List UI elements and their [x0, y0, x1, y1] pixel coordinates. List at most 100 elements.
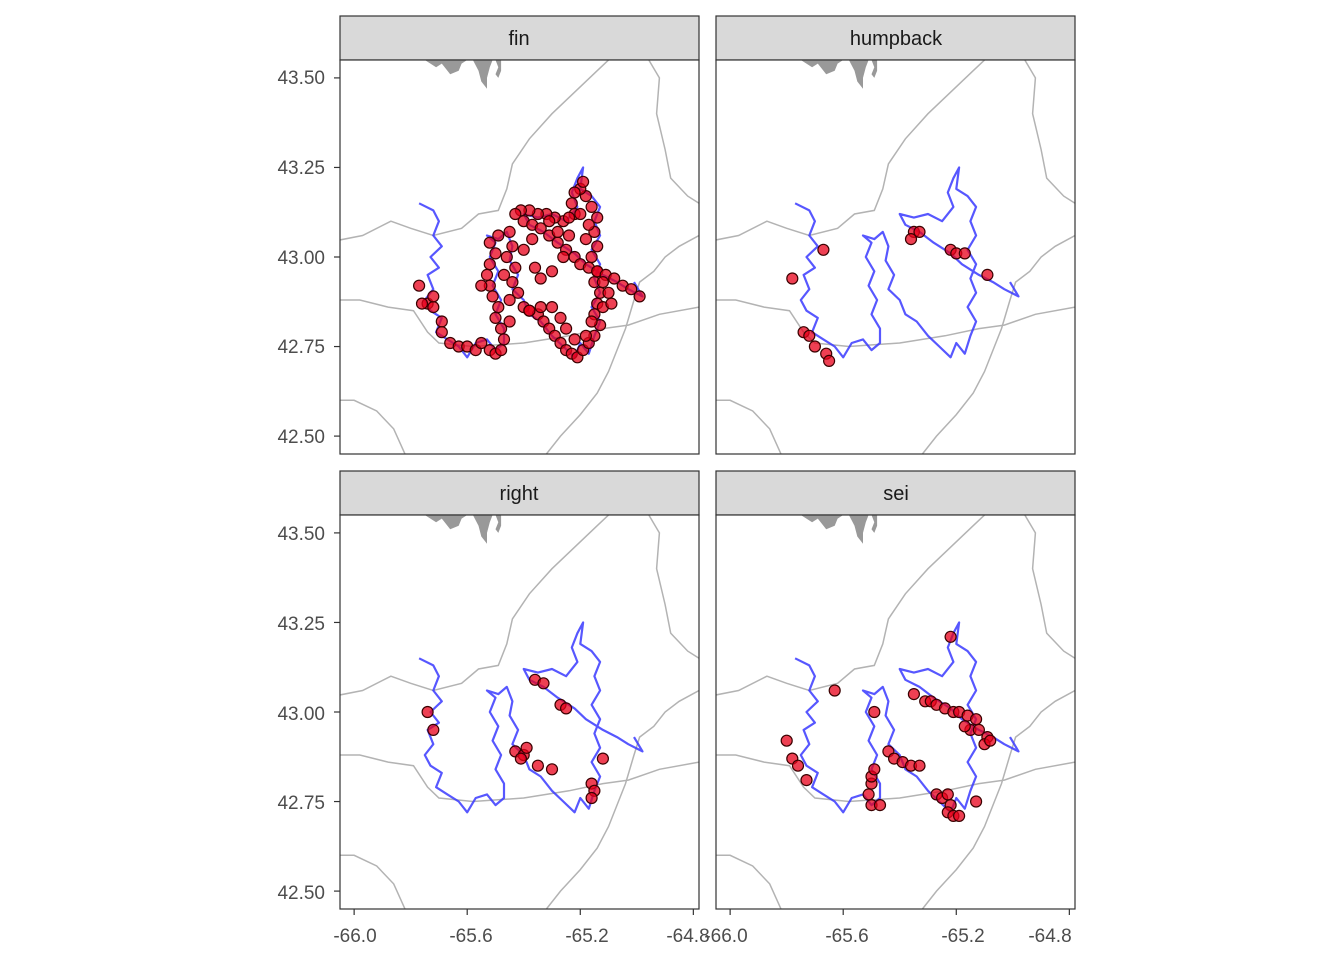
land-shape	[800, 515, 844, 530]
sighting-point	[427, 301, 440, 314]
sighting-point	[969, 795, 983, 808]
sighting-point	[492, 301, 505, 314]
isobath-line	[545, 689, 699, 909]
sighting-point	[800, 773, 813, 787]
facet-panel-humpback	[715, 15, 1076, 455]
sighting-point	[907, 687, 921, 701]
sighting-point	[531, 759, 545, 772]
sighting-point	[492, 229, 505, 242]
land-shape	[472, 515, 493, 544]
sighting-point	[904, 233, 918, 246]
sighting-point	[483, 236, 496, 249]
x-tick-label: -66.0	[333, 926, 376, 947]
isobath-line	[647, 515, 699, 659]
y-tick-label: 43.00	[277, 704, 325, 725]
sighting-point	[585, 200, 598, 213]
sighting-point	[514, 752, 528, 765]
isobath-line	[921, 234, 1075, 454]
sighting-point	[984, 734, 997, 747]
x-axis-right: -66.0 -65.6 -65.2 -64.8	[704, 926, 1071, 947]
y-tick-label: 42.50	[277, 883, 325, 904]
sighting-point	[559, 322, 573, 335]
sighting-point	[596, 752, 610, 765]
isobath-line	[716, 399, 782, 454]
sighting-point	[517, 243, 530, 256]
facet-panel-fin	[334, 15, 700, 455]
sighting-point	[969, 713, 983, 726]
map-content	[716, 60, 1075, 454]
y-tick-label: 43.00	[277, 248, 325, 269]
land-shape	[848, 515, 869, 544]
sighting-point	[489, 247, 502, 260]
sighting-point	[435, 315, 448, 328]
sighting-point	[537, 677, 550, 690]
survey-track-line	[418, 621, 644, 814]
sighting-point	[497, 268, 511, 281]
x-tick-label: -64.8	[666, 926, 709, 947]
sighting-point	[574, 207, 587, 221]
sighting-point	[503, 315, 516, 328]
land-shape	[800, 60, 844, 75]
land-shape	[472, 60, 493, 89]
y-axis-bottom: 43.50 43.25 43.00 42.75 42.50	[277, 524, 325, 904]
sighting-point	[862, 788, 875, 801]
survey-track-line	[794, 621, 1020, 814]
sighting-point	[786, 272, 799, 285]
sighting-point	[559, 702, 573, 715]
land-shape	[424, 515, 468, 530]
isobath-line	[716, 60, 986, 241]
sighting-point	[503, 225, 516, 238]
sighting-point	[958, 720, 971, 733]
isobath-line	[340, 60, 610, 241]
sighting-point	[568, 333, 581, 346]
land-shape	[848, 60, 869, 89]
sighting-point	[526, 233, 539, 246]
isobath-line	[340, 399, 406, 454]
sighting-point	[427, 723, 440, 737]
sighting-point	[944, 630, 957, 643]
sighting-point	[534, 301, 547, 314]
sighting-point	[579, 233, 593, 246]
sighting-point	[500, 250, 513, 264]
sighting-point	[596, 276, 610, 289]
sighting-point	[483, 258, 496, 271]
sighting-point	[625, 283, 638, 296]
sighting-point	[509, 261, 522, 274]
isobath-line	[340, 515, 610, 696]
sighting-point	[554, 311, 567, 324]
isobath-line	[340, 854, 406, 909]
land-shape	[871, 515, 878, 533]
isobath-line	[545, 234, 699, 454]
facet-title-fin: fin	[508, 28, 529, 50]
y-tick-label: 43.25	[277, 158, 325, 179]
land-shape	[424, 60, 468, 75]
sighting-point	[585, 250, 598, 264]
sighting-point	[415, 297, 429, 310]
panel-border	[715, 59, 1076, 455]
sighting-point	[585, 791, 598, 805]
facet-title-sei: sei	[883, 483, 909, 505]
sighting-point	[913, 225, 926, 238]
sighting-point	[972, 723, 986, 737]
land-shape	[871, 60, 878, 78]
sighting-point	[562, 229, 576, 242]
y-tick-label: 43.25	[277, 614, 325, 635]
map-content	[716, 515, 1075, 909]
isobath-line	[921, 689, 1075, 909]
land-shape	[495, 515, 502, 533]
y-tick-label: 43.50	[277, 68, 325, 89]
sighting-point	[528, 261, 542, 274]
facet-panel-right	[334, 470, 700, 915]
sighting-point	[808, 340, 822, 353]
sighting-point	[565, 197, 578, 210]
sighting-point	[543, 215, 556, 228]
sighting-point	[480, 268, 494, 281]
sighting-point	[562, 211, 576, 224]
sighting-point	[523, 304, 536, 317]
sighting-point	[576, 175, 590, 188]
sighting-point	[421, 705, 434, 719]
panel-background	[716, 60, 1075, 454]
y-tick-label: 42.75	[277, 337, 325, 358]
sighting-point	[981, 268, 994, 281]
